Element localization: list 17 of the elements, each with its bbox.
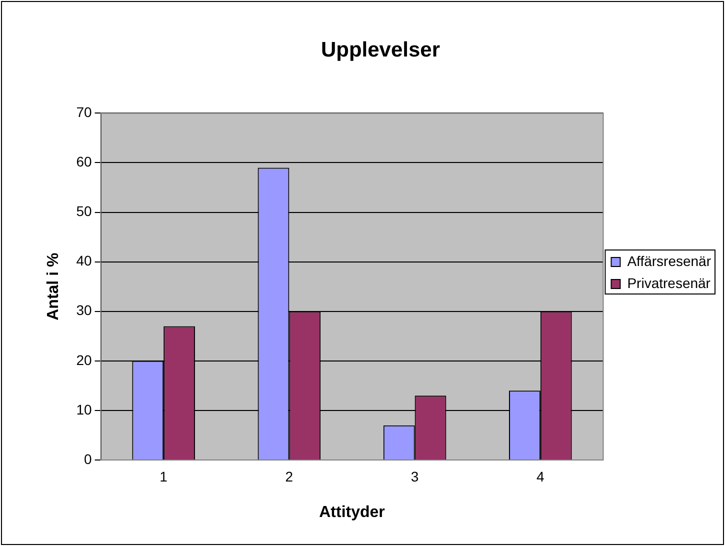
- x-tick-label: 2: [285, 468, 294, 484]
- y-tick-label: 10: [76, 401, 92, 418]
- y-tick-label: 60: [76, 154, 92, 170]
- chart-title: Upplevelser: [320, 38, 440, 62]
- legend-label: Privatresenär: [627, 274, 711, 291]
- x-tick-label: 1: [160, 468, 168, 484]
- y-tick-label: 40: [76, 252, 92, 269]
- x-tick-label: 3: [410, 468, 419, 484]
- x-tick-label: 4: [536, 468, 545, 484]
- y-tick-label: 20: [76, 352, 92, 368]
- y-tick-label: 30: [76, 302, 92, 318]
- y-tick-label: 70: [76, 104, 92, 120]
- y-tick-label: 0: [84, 450, 92, 467]
- x-axis-title: Attityder: [319, 504, 385, 521]
- y-axis-title: Antal i %: [45, 252, 62, 320]
- legend-label: Affärsresenär: [627, 252, 712, 269]
- y-tick-label: 50: [76, 203, 92, 220]
